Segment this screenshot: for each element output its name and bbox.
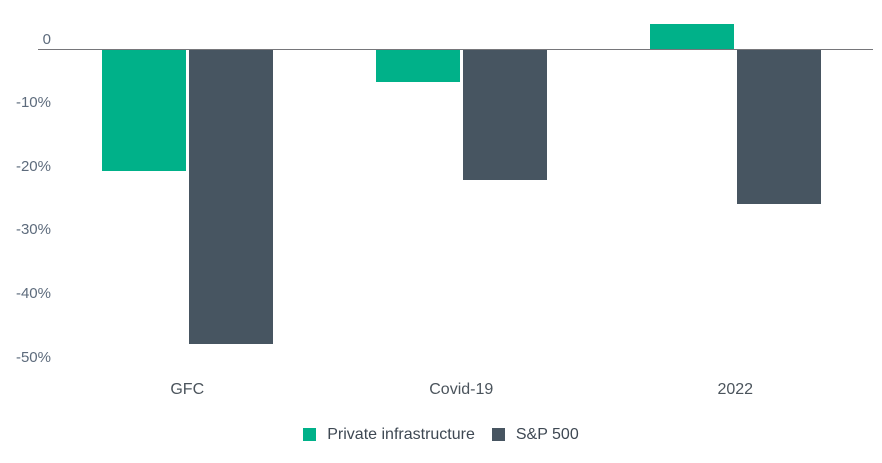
y-axis-tick-label: -50% [15,348,51,366]
legend-item-private-infrastructure: Private infrastructure [303,426,475,443]
y-axis-tick-label: -20% [15,157,51,175]
bar-gfc-s-p-500 [188,50,273,344]
legend-label: S&P 500 [515,426,579,443]
zero-axis-line [38,49,873,50]
x-axis-category-label: Covid-19 [429,381,494,398]
y-axis-tick-label: -10% [15,94,51,112]
bar-2022-private-infrastructure [650,24,734,49]
y-axis-tick-label: -40% [15,284,51,302]
bar-gfc-private-infrastructure [102,50,186,171]
x-axis-category-label: 2022 [717,381,754,398]
x-axis-category-label: GFC [170,381,205,398]
bar-covid-19-private-infrastructure [376,50,460,83]
legend: Private infrastructure S&P 500 [0,426,882,443]
legend-label: Private infrastructure [327,426,475,443]
legend-color-swatch-icon [491,428,505,441]
plot-area: 0 -10% -20% -30% -40% -50% GFC Covid-19 2022 [15,24,873,398]
legend-color-swatch-icon [303,428,317,441]
legend-item-s-p-500: S&P 500 [491,426,579,443]
bar-covid-19-s-p-500 [462,50,547,180]
y-axis-tick-label: -30% [15,221,51,239]
bar-2022-s-p-500 [736,50,821,204]
y-axis-tick-label: 0 [42,30,51,48]
